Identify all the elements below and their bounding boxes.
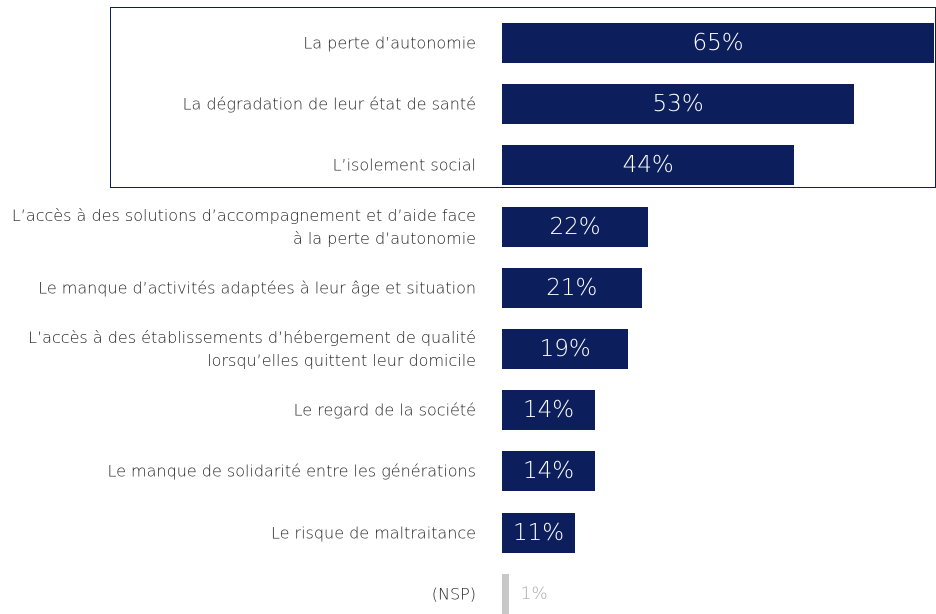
- category-label: La perte d’autonomie: [303, 33, 476, 53]
- bar: [502, 329, 629, 369]
- bar: [502, 512, 576, 553]
- category-label: Le manque d’activités adaptées à leur âg…: [38, 278, 476, 298]
- bar: [502, 206, 649, 247]
- bar: [502, 451, 596, 492]
- value-label: 65%: [692, 30, 744, 56]
- value-label: 19%: [539, 336, 591, 362]
- bar: [502, 390, 596, 431]
- category-label: L’accès à des établissements d’hébergeme…: [28, 328, 476, 370]
- value-label: 53%: [652, 91, 704, 118]
- bar: [502, 267, 642, 308]
- value-label: 1%: [520, 583, 548, 604]
- category-label: Le manque de solidarité entre les généra…: [107, 461, 476, 481]
- value-label: 44%: [622, 152, 674, 179]
- bar: [502, 23, 934, 63]
- value-label: 21%: [546, 274, 598, 301]
- value-label: 22%: [549, 213, 601, 240]
- category-label: L’isolement social: [332, 155, 476, 175]
- value-label: 14%: [522, 397, 575, 424]
- category-label: (NSP): [431, 584, 476, 604]
- category-label: L’accès à des solutions d’accompagnement…: [11, 205, 476, 248]
- category-label: La dégradation de leur état de santé: [182, 94, 476, 114]
- bar: [502, 145, 795, 186]
- value-label: 11%: [512, 519, 565, 546]
- category-label: Le regard de la société: [293, 400, 476, 420]
- value-label: 14%: [522, 458, 575, 485]
- category-label: Le risque de maltraitance: [270, 523, 476, 543]
- bar: [502, 573, 509, 614]
- bar: [502, 84, 855, 125]
